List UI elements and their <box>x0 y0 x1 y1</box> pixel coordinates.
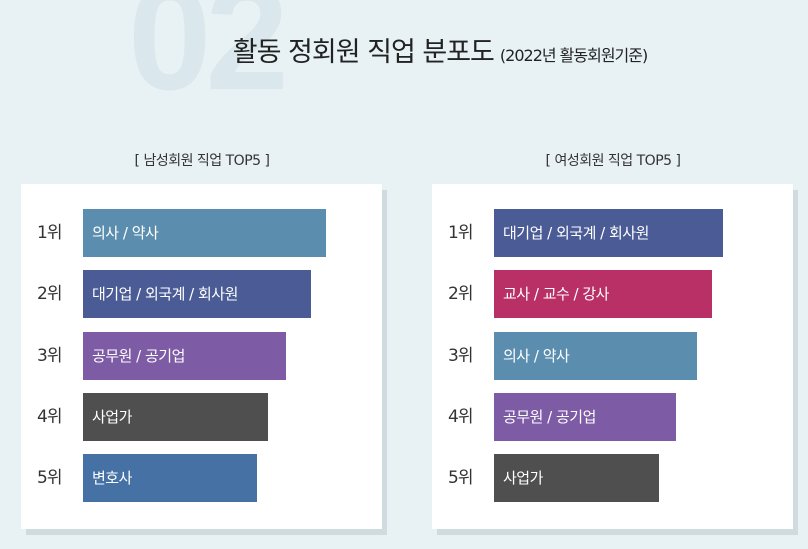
rank-label: 1위 <box>448 223 473 243</box>
male-chart-title: [ 남성회원 직업 TOP5 ] <box>134 153 270 169</box>
bar-label: 공무원 / 공기업 <box>503 408 596 426</box>
bar-label: 대기업 / 외국계 / 회사원 <box>92 285 238 303</box>
rank-row: 2위 교사 / 교수 / 강사 <box>432 270 793 318</box>
rank-row: 3위 의사 / 약사 <box>432 332 793 380</box>
rank-row: 1위 대기업 / 외국계 / 회사원 <box>432 209 793 257</box>
rank-label: 4위 <box>37 407 62 427</box>
rank-label: 3위 <box>448 346 473 366</box>
bar-label: 공무원 / 공기업 <box>92 347 185 365</box>
rank-label: 5위 <box>37 468 62 488</box>
bar-label: 교사 / 교수 / 강사 <box>503 285 609 303</box>
rank-label: 3위 <box>37 346 62 366</box>
bar: 사업가 <box>494 454 659 502</box>
rank-row: 5위 사업가 <box>432 454 793 502</box>
section-number-watermark: 02 <box>128 0 289 121</box>
bar-label: 대기업 / 외국계 / 회사원 <box>503 224 649 242</box>
bar-label: 사업가 <box>92 408 132 426</box>
bar-label: 변호사 <box>92 469 132 487</box>
rank-label: 2위 <box>37 284 62 304</box>
rank-row: 3위 공무원 / 공기업 <box>21 332 382 380</box>
bar: 대기업 / 외국계 / 회사원 <box>494 209 723 257</box>
title-main: 활동 정회원 직업 분포도 <box>232 37 495 68</box>
bar-label: 사업가 <box>503 469 543 487</box>
bar: 대기업 / 외국계 / 회사원 <box>83 270 311 318</box>
rank-label: 1위 <box>37 223 62 243</box>
bar-label: 의사 / 약사 <box>92 224 159 242</box>
title-sub: (2022년 활동회원기준) <box>499 46 648 65</box>
rank-label: 4위 <box>448 407 473 427</box>
rank-label: 5위 <box>448 468 473 488</box>
bar: 공무원 / 공기업 <box>83 332 286 380</box>
bar: 교사 / 교수 / 강사 <box>494 270 712 318</box>
page-title: 활동 정회원 직업 분포도 (2022년 활동회원기준) <box>0 30 808 69</box>
bar: 의사 / 약사 <box>494 332 697 380</box>
bar: 사업가 <box>83 393 268 441</box>
rank-row: 5위 변호사 <box>21 454 382 502</box>
bar: 의사 / 약사 <box>83 209 326 257</box>
rank-row: 4위 공무원 / 공기업 <box>432 393 793 441</box>
rank-row: 1위 의사 / 약사 <box>21 209 382 257</box>
rank-row: 2위 대기업 / 외국계 / 회사원 <box>21 270 382 318</box>
bar: 공무원 / 공기업 <box>494 393 676 441</box>
bar: 변호사 <box>83 454 257 502</box>
rank-label: 2위 <box>448 284 473 304</box>
male-top5-card: 1위 의사 / 약사 2위 대기업 / 외국계 / 회사원 3위 공무원 / 공기업 4위 사… <box>21 184 382 529</box>
female-top5-card: 1위 대기업 / 외국계 / 회사원 2위 교사 / 교수 / 강사 3위 의사 / 약사… <box>432 184 793 529</box>
bar-label: 의사 / 약사 <box>503 347 570 365</box>
rank-row: 4위 사업가 <box>21 393 382 441</box>
female-chart-title: [ 여성회원 직업 TOP5 ] <box>545 153 681 169</box>
